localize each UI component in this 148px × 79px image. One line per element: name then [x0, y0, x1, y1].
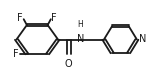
Text: O: O: [65, 59, 73, 68]
Text: F: F: [17, 13, 23, 23]
Text: N: N: [139, 35, 146, 44]
Text: N: N: [77, 35, 84, 44]
Text: F: F: [51, 13, 57, 23]
Text: H: H: [78, 20, 83, 29]
Text: F: F: [13, 49, 18, 59]
